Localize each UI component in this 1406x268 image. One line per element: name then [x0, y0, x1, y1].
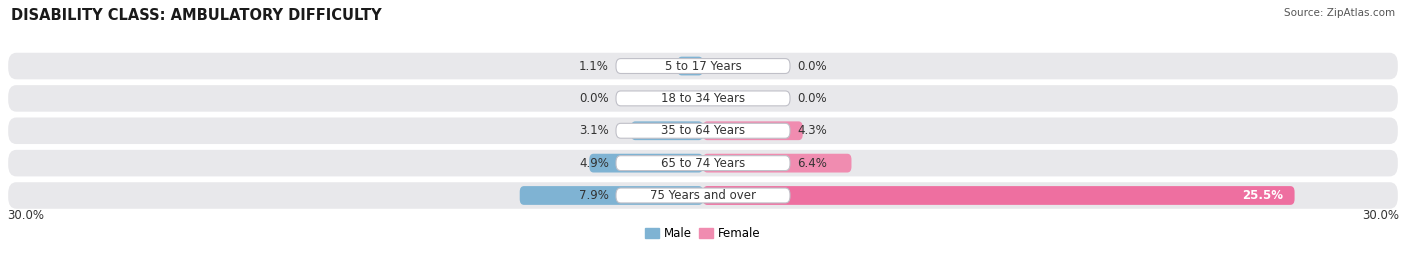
- Text: 30.0%: 30.0%: [7, 209, 44, 222]
- FancyBboxPatch shape: [703, 186, 1295, 205]
- FancyBboxPatch shape: [703, 154, 852, 173]
- FancyBboxPatch shape: [616, 123, 790, 138]
- FancyBboxPatch shape: [8, 85, 1398, 112]
- Text: 5 to 17 Years: 5 to 17 Years: [665, 59, 741, 73]
- FancyBboxPatch shape: [8, 182, 1398, 209]
- FancyBboxPatch shape: [8, 150, 1398, 176]
- FancyBboxPatch shape: [8, 53, 1398, 79]
- Legend: Male, Female: Male, Female: [641, 222, 765, 245]
- FancyBboxPatch shape: [616, 59, 790, 73]
- Text: 25.5%: 25.5%: [1241, 189, 1282, 202]
- FancyBboxPatch shape: [703, 121, 803, 140]
- Text: 65 to 74 Years: 65 to 74 Years: [661, 157, 745, 170]
- Text: 18 to 34 Years: 18 to 34 Years: [661, 92, 745, 105]
- Text: 4.3%: 4.3%: [797, 124, 827, 137]
- FancyBboxPatch shape: [520, 186, 703, 205]
- FancyBboxPatch shape: [616, 188, 790, 203]
- Text: 4.9%: 4.9%: [579, 157, 609, 170]
- Text: 75 Years and over: 75 Years and over: [650, 189, 756, 202]
- FancyBboxPatch shape: [8, 117, 1398, 144]
- FancyBboxPatch shape: [616, 91, 790, 106]
- Text: 35 to 64 Years: 35 to 64 Years: [661, 124, 745, 137]
- FancyBboxPatch shape: [589, 154, 703, 173]
- FancyBboxPatch shape: [678, 57, 703, 75]
- Text: 7.9%: 7.9%: [579, 189, 609, 202]
- Text: 3.1%: 3.1%: [579, 124, 609, 137]
- FancyBboxPatch shape: [631, 121, 703, 140]
- Text: 0.0%: 0.0%: [797, 92, 827, 105]
- Text: 6.4%: 6.4%: [797, 157, 827, 170]
- Text: Source: ZipAtlas.com: Source: ZipAtlas.com: [1284, 8, 1395, 18]
- Text: 0.0%: 0.0%: [579, 92, 609, 105]
- Text: DISABILITY CLASS: AMBULATORY DIFFICULTY: DISABILITY CLASS: AMBULATORY DIFFICULTY: [11, 8, 382, 23]
- Text: 0.0%: 0.0%: [797, 59, 827, 73]
- FancyBboxPatch shape: [616, 156, 790, 170]
- Text: 1.1%: 1.1%: [579, 59, 609, 73]
- Text: 30.0%: 30.0%: [1362, 209, 1399, 222]
